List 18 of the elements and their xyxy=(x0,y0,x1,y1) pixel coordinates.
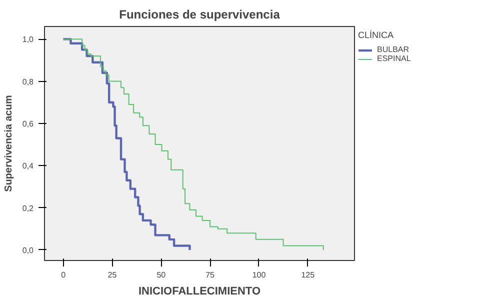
y-tick-label: 0,4 xyxy=(22,162,34,171)
y-axis-title: Supervivencia acum xyxy=(3,95,14,192)
x-tick-label: 25 xyxy=(108,270,118,280)
y-tick-label: 0,2 xyxy=(22,204,34,213)
x-axis-title: INICIOFALLECIMIENTO xyxy=(138,286,261,298)
y-tick-label: 0,8 xyxy=(22,77,34,86)
y-tick-label: 0,6 xyxy=(22,119,34,128)
chart-title: Funciones de supervivencia xyxy=(119,8,280,22)
x-tick-label: 100 xyxy=(252,270,266,280)
x-tick-label: 0 xyxy=(61,270,66,280)
x-tick-label: 125 xyxy=(301,270,316,280)
y-tick-label: 0,0 xyxy=(22,246,34,255)
y-tick-label: 1,0 xyxy=(22,35,34,44)
legend-label: ESPINAL xyxy=(377,54,411,63)
legend-label: BULBAR xyxy=(377,45,410,54)
x-tick-label: 75 xyxy=(206,270,216,280)
legend-title: CLÍNICA xyxy=(358,30,395,40)
x-tick-label: 50 xyxy=(156,270,166,280)
